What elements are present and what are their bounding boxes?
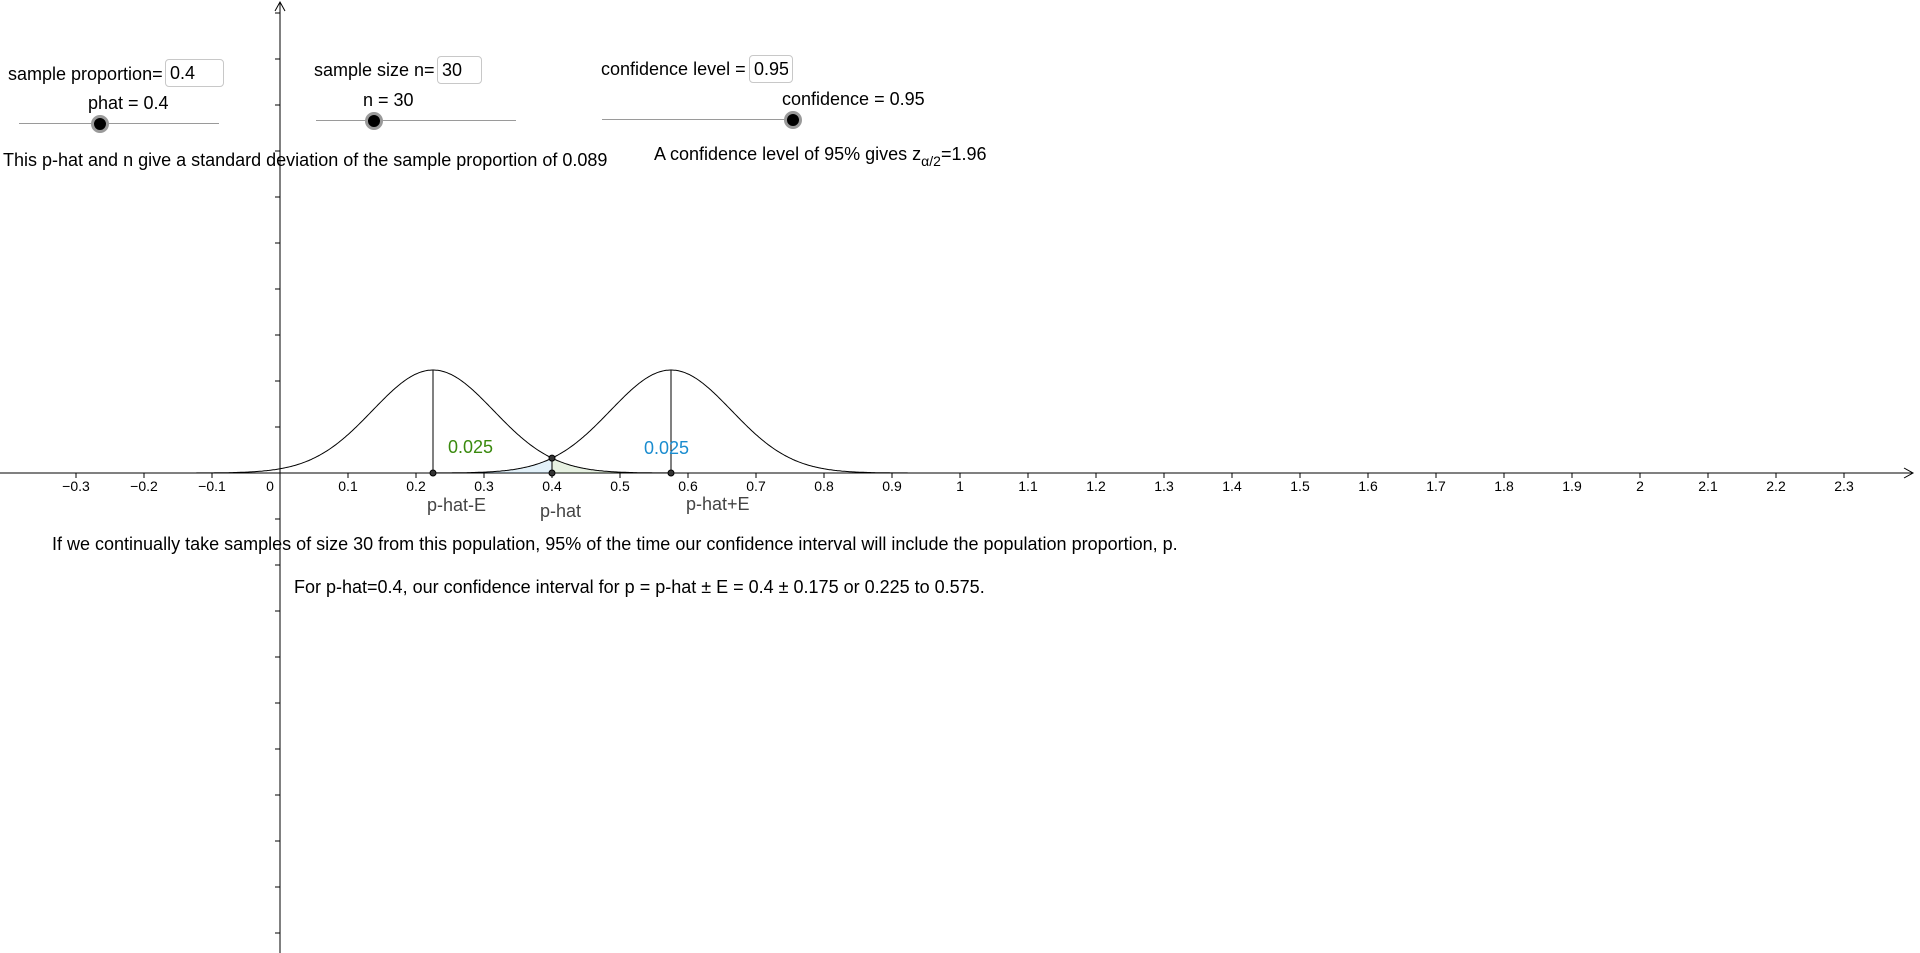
- x-tick-label: 0.1: [338, 478, 358, 494]
- x-tick-label: 2.2: [1766, 478, 1786, 494]
- n-slider-caption: n = 30: [363, 90, 414, 110]
- x-tick-label: 2.1: [1698, 478, 1718, 494]
- confidence-slider-handle[interactable]: [784, 111, 802, 129]
- left-tail-area-label: 0.025: [448, 437, 494, 457]
- n-slider-track[interactable]: [316, 120, 516, 121]
- x-tick-label: 1.7: [1426, 478, 1446, 494]
- x-tick-label: −0.2: [130, 478, 158, 494]
- sample-size-input[interactable]: [437, 56, 482, 84]
- x-tick-label: 1: [956, 478, 964, 494]
- phat-slider-track[interactable]: [19, 123, 219, 124]
- x-tick-label: 0.2: [406, 478, 426, 494]
- normal-curves: [130, 369, 974, 477]
- x-tick-label: 1.8: [1494, 478, 1514, 494]
- x-tick-label: 0.6: [678, 478, 698, 494]
- confidence-slider-track[interactable]: [602, 119, 793, 120]
- x-tick-label: 0.3: [474, 478, 494, 494]
- confidence-level-input[interactable]: [749, 55, 793, 83]
- x-tick-label: −0.1: [198, 478, 226, 494]
- intersection-point: [548, 454, 556, 462]
- std-dev-sentence: This p-hat and n give a standard deviati…: [3, 150, 608, 170]
- x-tick-label: 0.9: [882, 478, 902, 494]
- x-tick-label: 1.4: [1222, 478, 1242, 494]
- upper-point: [667, 469, 675, 477]
- x-tick-label: 1.3: [1154, 478, 1174, 494]
- x-tick-label: 0.4: [542, 478, 562, 494]
- y-axis-arrow: [274, 0, 286, 12]
- z-value-sentence: A confidence level of 95% gives zα/2=1.9…: [654, 144, 987, 169]
- left-tail-area: [552, 458, 736, 473]
- phat-label: p-hat: [540, 501, 582, 521]
- phat-minus-e-label: p-hat-E: [427, 495, 487, 515]
- x-tick-label: 0.8: [814, 478, 834, 494]
- x-tick-label: 1.2: [1086, 478, 1106, 494]
- lower-point: [429, 469, 437, 477]
- confidence-level-label: confidence level =: [601, 59, 746, 79]
- phat-slider-handle[interactable]: [91, 115, 109, 133]
- x-tick-label: 2: [1636, 478, 1644, 494]
- x-tick-label: 0.5: [610, 478, 630, 494]
- x-tick-label: 2.3: [1834, 478, 1854, 494]
- x-tick-label: 0.7: [746, 478, 766, 494]
- x-axis-arrow: [1903, 467, 1915, 479]
- phat-plus-e-label: p-hat+E: [686, 494, 750, 514]
- x-tick-label: −0.3: [62, 478, 90, 494]
- n-slider-handle[interactable]: [365, 112, 383, 130]
- confidence-slider-caption: confidence = 0.95: [782, 89, 925, 109]
- interpretation-sentence: If we continually take samples of size 3…: [52, 534, 1178, 554]
- sample-proportion-label: sample proportion=: [8, 64, 163, 84]
- x-tick-label: 0: [266, 478, 274, 494]
- x-tick-label: 1.6: [1358, 478, 1378, 494]
- right-tail-area: [368, 458, 552, 473]
- sample-size-label: sample size n=: [314, 60, 435, 80]
- phat-point: [548, 469, 556, 477]
- phat-slider-caption: phat = 0.4: [88, 93, 169, 113]
- right-tail-area-label: 0.025: [644, 438, 690, 458]
- x-tick-label: 1.9: [1562, 478, 1582, 494]
- sample-proportion-input[interactable]: [165, 59, 224, 87]
- x-tick-label: 1.5: [1290, 478, 1310, 494]
- confidence-interval-sentence: For p-hat=0.4, our confidence interval f…: [294, 577, 985, 597]
- x-tick-label: 1.1: [1018, 478, 1038, 494]
